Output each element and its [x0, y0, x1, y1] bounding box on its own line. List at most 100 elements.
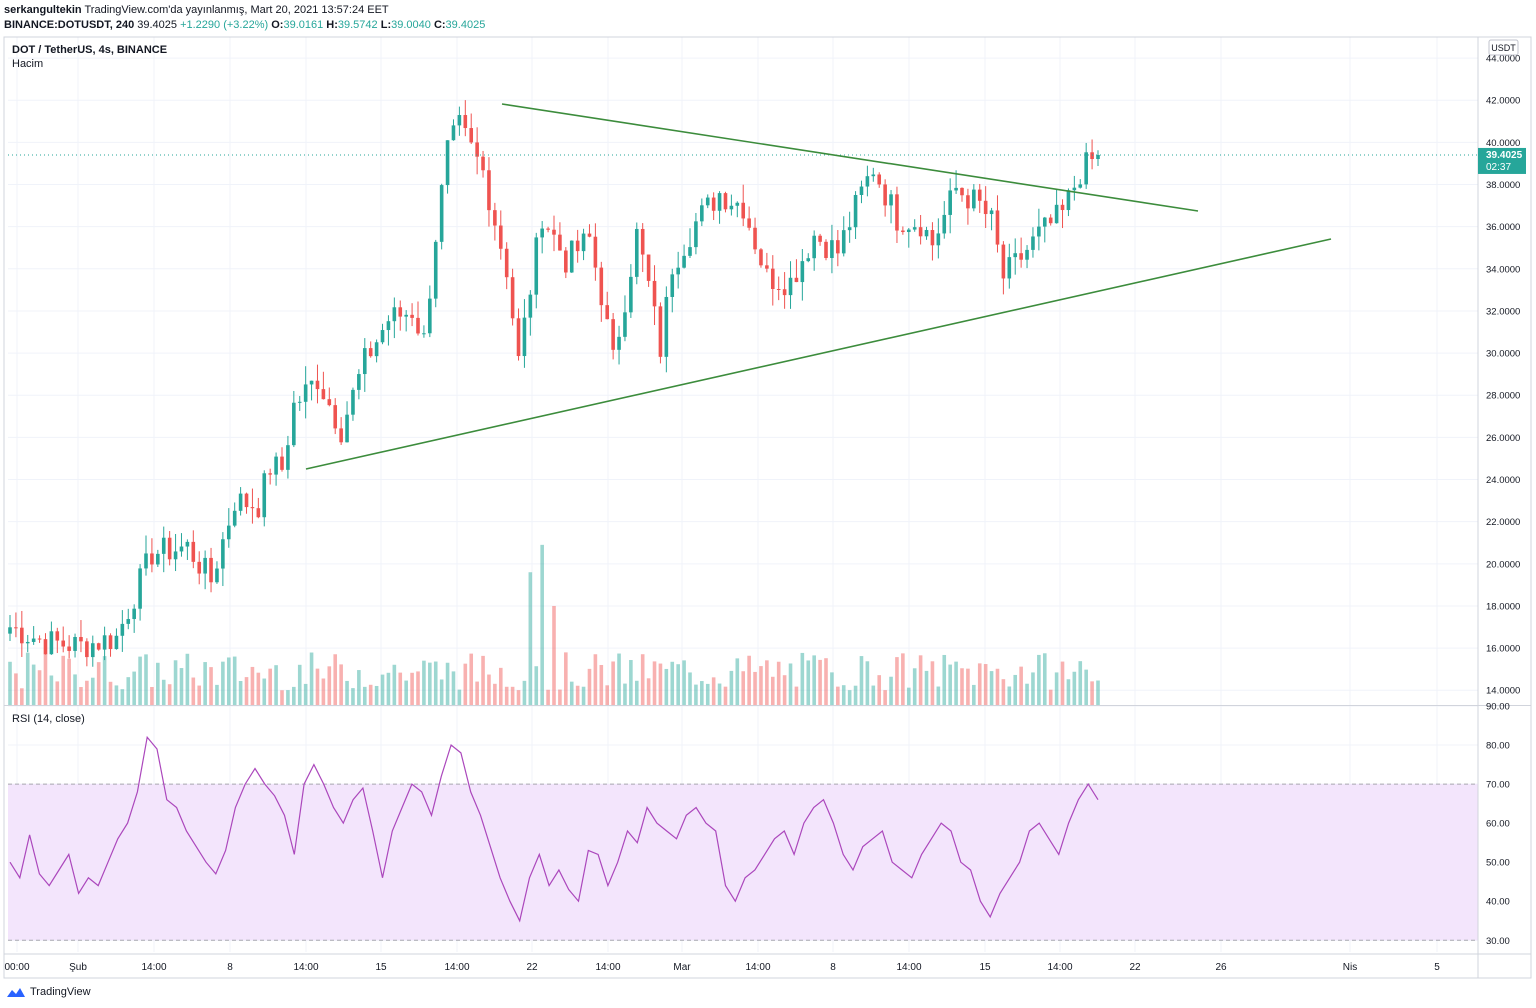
candle-body [309, 380, 314, 385]
currency-button[interactable]: USDT [1488, 39, 1519, 56]
volume-bar [599, 664, 604, 705]
price-axis[interactable]: 14.0000 16.0000 18.0000 20.0000 22.0000 24.00… [1486, 54, 1520, 697]
volume-bar [416, 671, 420, 705]
candle-body [475, 142, 479, 157]
candle-body [1031, 236, 1035, 250]
upper-trendline[interactable] [501, 103, 1199, 212]
candle-body [297, 401, 302, 403]
volume-bar [1084, 669, 1088, 705]
candle-body [43, 639, 48, 655]
candle-body [546, 228, 550, 230]
candle-body [386, 321, 391, 331]
rsi-axis[interactable]: 30.00 40.00 50.00 60.00 70.00 80.00 90.00 [1486, 702, 1510, 947]
volume-bar [197, 685, 202, 705]
candle-body [906, 229, 911, 233]
candle-body [646, 254, 651, 281]
rsi-tick-label: 60.00 [1486, 819, 1510, 830]
candle-body [398, 307, 403, 317]
price-tick-label: 30.0000 [1486, 349, 1520, 360]
volume-bar [528, 572, 533, 705]
volume-bar [581, 686, 586, 705]
candle-body [232, 510, 237, 526]
author-name[interactable]: serkangultekin [4, 4, 82, 16]
volume-bar [617, 653, 621, 705]
candle-body [55, 631, 60, 641]
candle-body [759, 249, 763, 266]
volume-bar [469, 653, 474, 705]
time-axis[interactable]: 00:00 Şub 14:00 8 14:00 15 14:00 22 14:00 Mar 14:0… [4, 962, 1440, 973]
candle-body [1060, 204, 1065, 211]
candle-body [173, 551, 178, 560]
candle-body [788, 277, 793, 296]
volume-bar [942, 654, 947, 705]
volume-bar [1048, 689, 1053, 705]
rsi-tick-label: 80.00 [1486, 741, 1510, 752]
volume-bar [191, 677, 196, 705]
candle-body [995, 210, 1000, 245]
candle-body [717, 193, 722, 211]
volume-bar [593, 654, 598, 705]
volume-bar [85, 680, 89, 705]
volume-bar [564, 652, 568, 705]
candle-body [286, 445, 290, 470]
candle-body [960, 187, 964, 196]
open-value: 39.0161 [283, 19, 324, 31]
candle-body [351, 389, 355, 415]
volume-bar [49, 675, 54, 705]
time-tick-label: 14:00 [745, 962, 770, 973]
candle-body [729, 205, 734, 210]
volume-bar [333, 654, 338, 705]
volume-bar [303, 683, 308, 705]
volume-bar [90, 677, 95, 705]
volume-bar [812, 655, 816, 705]
volume-bar [309, 652, 314, 705]
time-tick-label: 8 [227, 962, 233, 973]
volume-bar [658, 663, 663, 705]
volume-bar [374, 685, 379, 705]
candle-body [552, 229, 556, 235]
lower-trendline[interactable] [305, 238, 1332, 470]
volume-bar [682, 660, 686, 705]
volume-bar [1025, 683, 1029, 705]
time-tick-label: 22 [1129, 962, 1141, 973]
volume-bar [79, 687, 83, 705]
candle-body [96, 643, 101, 650]
candle-body [930, 230, 935, 246]
candle-body [806, 258, 811, 262]
candle-body [912, 227, 917, 230]
candle-body [333, 405, 338, 429]
volume-bar [646, 678, 651, 705]
volume-bar [735, 658, 740, 705]
candle-body [362, 348, 367, 375]
volume-bar [73, 674, 77, 705]
volume-bars [8, 544, 1100, 705]
price-tag: 39.4025 02:37 [1478, 147, 1526, 174]
price-tick-label: 18.0000 [1486, 601, 1520, 612]
time-tick-label: Mar [673, 962, 691, 973]
candle-body [493, 210, 497, 226]
brand-label[interactable]: TradingView [30, 986, 91, 998]
volume-bar [611, 661, 615, 705]
volume-bar [368, 684, 373, 705]
volume-bar [906, 687, 911, 705]
volume-bar [741, 671, 746, 705]
volume-bar [824, 658, 828, 705]
volume-bar [871, 685, 876, 705]
volume-bar [534, 666, 539, 705]
volume-bar [729, 670, 734, 705]
volume-bar [457, 689, 462, 705]
price-tick-label: 38.0000 [1486, 180, 1520, 191]
volume-bar [634, 680, 639, 705]
candle-body [688, 247, 692, 256]
candle-body [705, 197, 710, 206]
candle-body [936, 233, 941, 246]
volume-bar [664, 668, 669, 705]
volume-bar [138, 656, 142, 705]
candle-body [1013, 253, 1018, 258]
candle-body [185, 541, 190, 547]
candle-body [989, 210, 994, 215]
volume-bar [960, 668, 964, 705]
candle-body [504, 248, 509, 278]
time-tick-label: 14:00 [1047, 962, 1072, 973]
